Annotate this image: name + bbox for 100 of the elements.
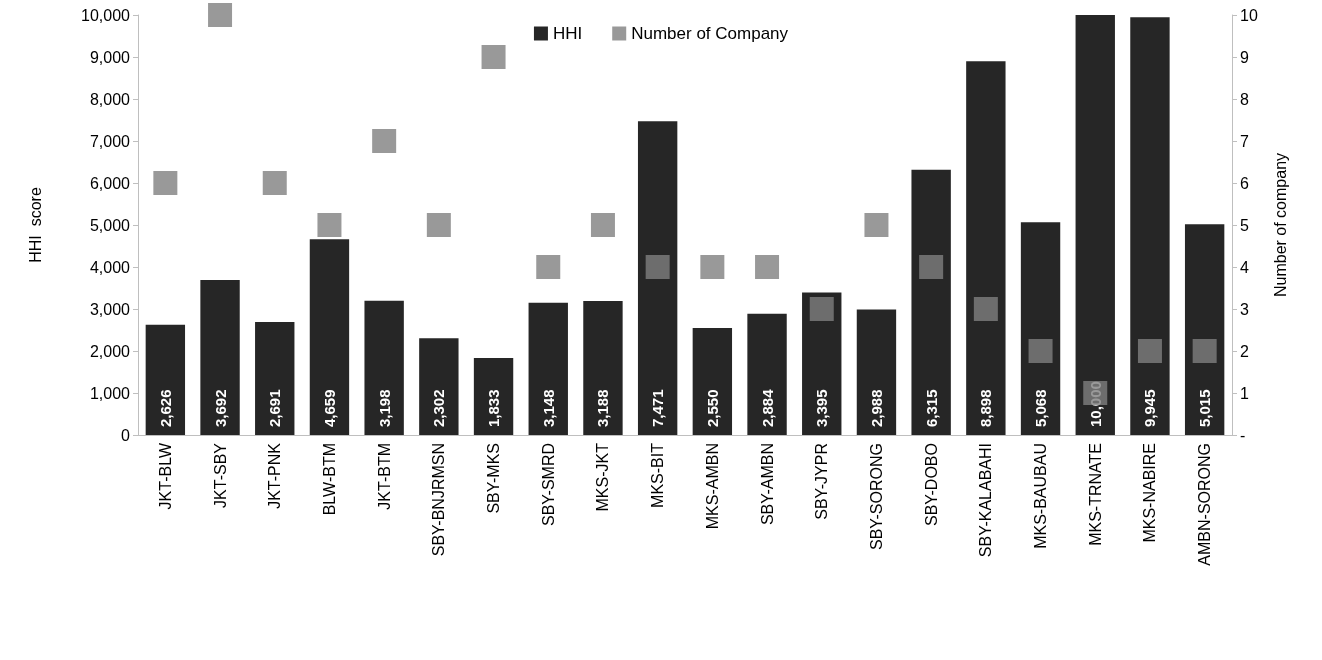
x-tick-label: BLW-BTM [320, 443, 338, 516]
data-label: 5,068 [1032, 389, 1050, 427]
x-tick-label: SBY-SMRD [539, 443, 557, 526]
x-tick-label: JKT-BTM [375, 443, 393, 510]
point [1137, 339, 1162, 363]
bar [692, 327, 733, 435]
x-tick-label: JKT-SBY [211, 442, 229, 508]
bar [911, 169, 951, 435]
point [973, 297, 998, 321]
bar [637, 121, 678, 435]
point [700, 255, 725, 279]
x-tick-label: SBY-KALABAHI [977, 443, 995, 558]
x-tick-label: MKS-NABIRE [1141, 443, 1159, 543]
y-tick-label: 5,000 [89, 216, 131, 234]
y2-tick-label: 6 [1240, 174, 1249, 192]
bar [309, 239, 350, 435]
y2-tick-label: 4 [1240, 258, 1249, 276]
data-label: 7,471 [649, 389, 667, 427]
bar [528, 302, 568, 435]
point [317, 213, 342, 237]
data-label: 9,945 [1141, 389, 1159, 427]
y-tick-label: 3,000 [89, 300, 131, 318]
x-tick-label: SBY-AMBN [758, 443, 776, 526]
data-label: 8,898 [977, 389, 995, 427]
bar [1184, 224, 1225, 435]
point [645, 255, 670, 279]
point [919, 255, 944, 279]
data-label: 3,148 [539, 389, 557, 427]
bar [145, 324, 186, 435]
bar [1130, 17, 1170, 435]
point [262, 171, 287, 195]
data-label: 3,395 [813, 389, 831, 427]
x-tick-label: JKT-BLW [156, 442, 174, 510]
point [809, 297, 834, 321]
x-tick-label: SBY-BNJRMSN [430, 443, 448, 557]
data-label: 5,015 [1196, 389, 1214, 427]
bar [1075, 15, 1115, 435]
point [1028, 339, 1053, 363]
x-tick-label: MKS-BAUBAU [1032, 443, 1050, 549]
data-label: 4,659 [320, 389, 338, 427]
x-tick-label: MKS-AMBN [703, 443, 721, 530]
point [481, 45, 506, 69]
y-tick-label: 7,000 [89, 132, 131, 150]
data-label: 2,626 [156, 389, 174, 427]
legend-label: HHI [552, 24, 583, 43]
y-tick-label: 9,000 [89, 48, 131, 66]
point [864, 213, 889, 237]
point [755, 255, 780, 279]
data-label: 6,315 [922, 389, 940, 427]
data-label: 3,198 [375, 389, 393, 427]
y2-tick-label: 1 [1240, 384, 1249, 402]
bar [473, 358, 514, 435]
data-label: 2,988 [867, 389, 885, 427]
bar [856, 309, 897, 435]
y2-tick-label: 7 [1240, 132, 1249, 150]
x-tick-label: AMBN-SORONG [1196, 443, 1214, 566]
bar [583, 301, 623, 435]
y-tick-label: 8,000 [89, 90, 131, 108]
point [426, 213, 451, 237]
data-label: 2,691 [266, 389, 284, 427]
y2-tick-label: 9 [1240, 48, 1249, 66]
x-tick-label: SBY-SORONG [867, 443, 885, 550]
point [153, 171, 178, 195]
legend-label: Number of Company [631, 24, 789, 43]
bar [1020, 222, 1061, 435]
y-tick-label: 0 [121, 426, 131, 444]
bar [419, 338, 459, 435]
x-tick-label: SBY-JYPR [813, 443, 831, 520]
y2-tick-label: 8 [1240, 90, 1249, 108]
x-tick-label: MKS-BIT [649, 442, 667, 508]
y2-tick-label: 3 [1240, 300, 1249, 318]
x-tick-label: MKS-JKT [594, 442, 612, 512]
bar [364, 300, 404, 435]
x-tick-label: MKS-TRNATE [1086, 443, 1104, 546]
bar [200, 279, 240, 435]
y-axis-title: HHI score [26, 187, 44, 263]
y-tick-label: 6,000 [89, 174, 131, 192]
x-tick-label: SBY-DOBO [922, 443, 940, 526]
y2-tick-label: 2 [1240, 342, 1249, 360]
bar [255, 321, 295, 435]
point [536, 255, 561, 279]
data-label: 2,550 [703, 389, 721, 427]
y-tick-label: 1,000 [89, 384, 131, 402]
bar [966, 61, 1006, 435]
y-tick-label: 10,000 [81, 6, 131, 24]
x-tick-label: SBY-MKS [485, 443, 503, 514]
data-label: 3,692 [211, 389, 229, 427]
x-tick-label: JKT-PNK [266, 442, 284, 509]
point [1192, 339, 1217, 363]
y2-axis-title: Number of company [1271, 152, 1289, 298]
y2-tick-label: 5 [1240, 216, 1249, 234]
y2-tick-label: - [1240, 426, 1246, 444]
point [590, 213, 615, 237]
y2-tick-label: 10 [1240, 6, 1258, 24]
data-label: 1,833 [485, 389, 503, 427]
data-label: 2,302 [430, 389, 448, 427]
bar [747, 313, 787, 435]
y-tick-label: 2,000 [89, 342, 131, 360]
data-label: 2,884 [758, 388, 776, 427]
point [208, 3, 233, 27]
